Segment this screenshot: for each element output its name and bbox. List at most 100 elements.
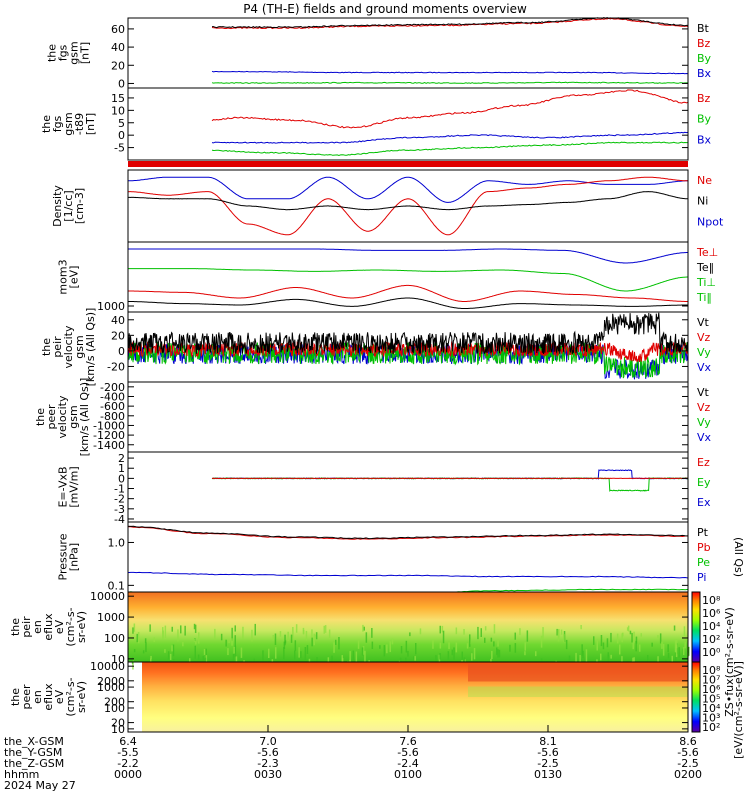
ion-noise (684, 641, 686, 645)
ion-noise (629, 630, 632, 635)
ion-noise (231, 627, 233, 641)
ion-noise (253, 658, 255, 665)
series-ne (127, 176, 688, 236)
ion-noise (621, 633, 623, 643)
ion-noise (328, 629, 331, 638)
ion-noise (432, 640, 434, 649)
ion-noise (497, 639, 499, 647)
legend-Vy: Vy (697, 416, 711, 429)
y-axis-label-line: the (34, 408, 47, 426)
ion-noise (600, 653, 602, 661)
colorbar-ion (691, 591, 701, 663)
ion-noise (225, 639, 227, 647)
series-bx (211, 70, 689, 75)
colorbar-tick: 10⁸ (702, 664, 721, 677)
ion-noise (363, 626, 365, 631)
ion-noise (142, 650, 145, 654)
ion-noise (542, 627, 544, 640)
legend-Ti‖: Ti‖ (696, 291, 712, 304)
ion-noise (415, 643, 417, 655)
ion-noise (262, 650, 264, 664)
ion-noise (335, 639, 337, 645)
ion-noise (526, 630, 529, 642)
y-axis-label-line: gsm (73, 335, 86, 358)
ion-noise (471, 653, 473, 661)
y-tick-label: -4 (114, 513, 125, 526)
series-bx (211, 131, 689, 144)
ion-noise (635, 636, 638, 644)
y-axis-label-line: eV (53, 689, 66, 704)
y-axis-label-line: the (9, 618, 22, 636)
ion-noise (607, 652, 609, 657)
y-tick-label: 1 (118, 462, 125, 475)
y-tick-label: -3 (114, 503, 125, 516)
ion-noise (279, 631, 282, 637)
panel-p10: 10201002001000200010000thepeerenefluxeV(… (9, 660, 689, 736)
legend-Ex: Ex (697, 496, 711, 509)
ion-noise (275, 647, 277, 659)
x-row-value: -5.6 (397, 746, 418, 759)
y-axis-label-line: [cm-3] (73, 188, 86, 224)
y-tick-label: -5 (114, 142, 125, 155)
ion-noise (352, 650, 354, 660)
ion-noise (133, 623, 136, 632)
ion-noise (365, 632, 368, 643)
ion-noise (290, 634, 293, 643)
ion-noise (585, 649, 588, 662)
y-axis-label-line: Pressure (57, 533, 70, 580)
legend-Pt: Pt (697, 526, 709, 539)
ion-noise (327, 657, 330, 665)
ion-noise (667, 644, 669, 653)
series-te-par (128, 284, 688, 302)
ion-noise (164, 625, 167, 638)
legend-Bz: Bz (697, 37, 711, 50)
y-tick-label: 10000 (90, 590, 125, 603)
y-axis-label-line: velocity (56, 395, 69, 438)
ion-noise (333, 642, 335, 653)
y-tick-label: 0 (118, 472, 125, 485)
ion-noise (149, 624, 151, 632)
y-tick-label: -20 (107, 360, 125, 373)
ion-noise (399, 657, 402, 663)
y-tick-label: -800 (100, 410, 125, 423)
y-axis-label-line: mom3 (57, 259, 70, 294)
ion-noise (391, 638, 394, 645)
ion-noise (220, 633, 223, 641)
ion-noise (441, 625, 444, 633)
ion-noise (294, 640, 297, 651)
y-tick-label: 10 (111, 723, 125, 736)
ion-noise (338, 637, 340, 650)
ion-noise (305, 630, 308, 641)
ion-noise (627, 625, 630, 632)
y-axis-label-line: sr-eV) (75, 681, 88, 713)
y-tick-label: 1000 (97, 681, 125, 694)
ion-noise (419, 628, 422, 635)
ion-noise (254, 623, 256, 636)
ion-noise (633, 657, 635, 666)
ion-noise (661, 641, 663, 649)
y-axis-label-line: [nPa] (68, 543, 81, 571)
y-axis-label-line: eV (53, 619, 66, 634)
ion-noise (414, 656, 416, 661)
panel-p5: -20 0 20 40 thepeirvelocitygsm[km/s (All Qs)… (40, 308, 712, 387)
right-label: (All Qs) (732, 537, 745, 577)
ion-noise (145, 642, 147, 653)
ion-noise (177, 629, 179, 642)
colorbar-label: [eV/(cm²-s-sr-eV)] (732, 661, 745, 759)
panel-frame (127, 87, 689, 161)
legend-Ne: Ne (697, 174, 712, 187)
ion-noise (455, 642, 458, 653)
legend-Ey: Ey (697, 476, 711, 489)
ion-noise (284, 634, 286, 646)
y-tick-label: 5 (118, 117, 125, 130)
ion-noise (632, 640, 634, 650)
ion-noise (362, 624, 364, 632)
ion-noise (556, 628, 558, 636)
y-tick-label: -1000 (93, 419, 125, 432)
ion-noise (132, 627, 134, 634)
ion-noise (466, 643, 469, 649)
ion-noise (182, 642, 184, 647)
ion-noise (582, 650, 584, 659)
ion-noise (311, 629, 313, 638)
